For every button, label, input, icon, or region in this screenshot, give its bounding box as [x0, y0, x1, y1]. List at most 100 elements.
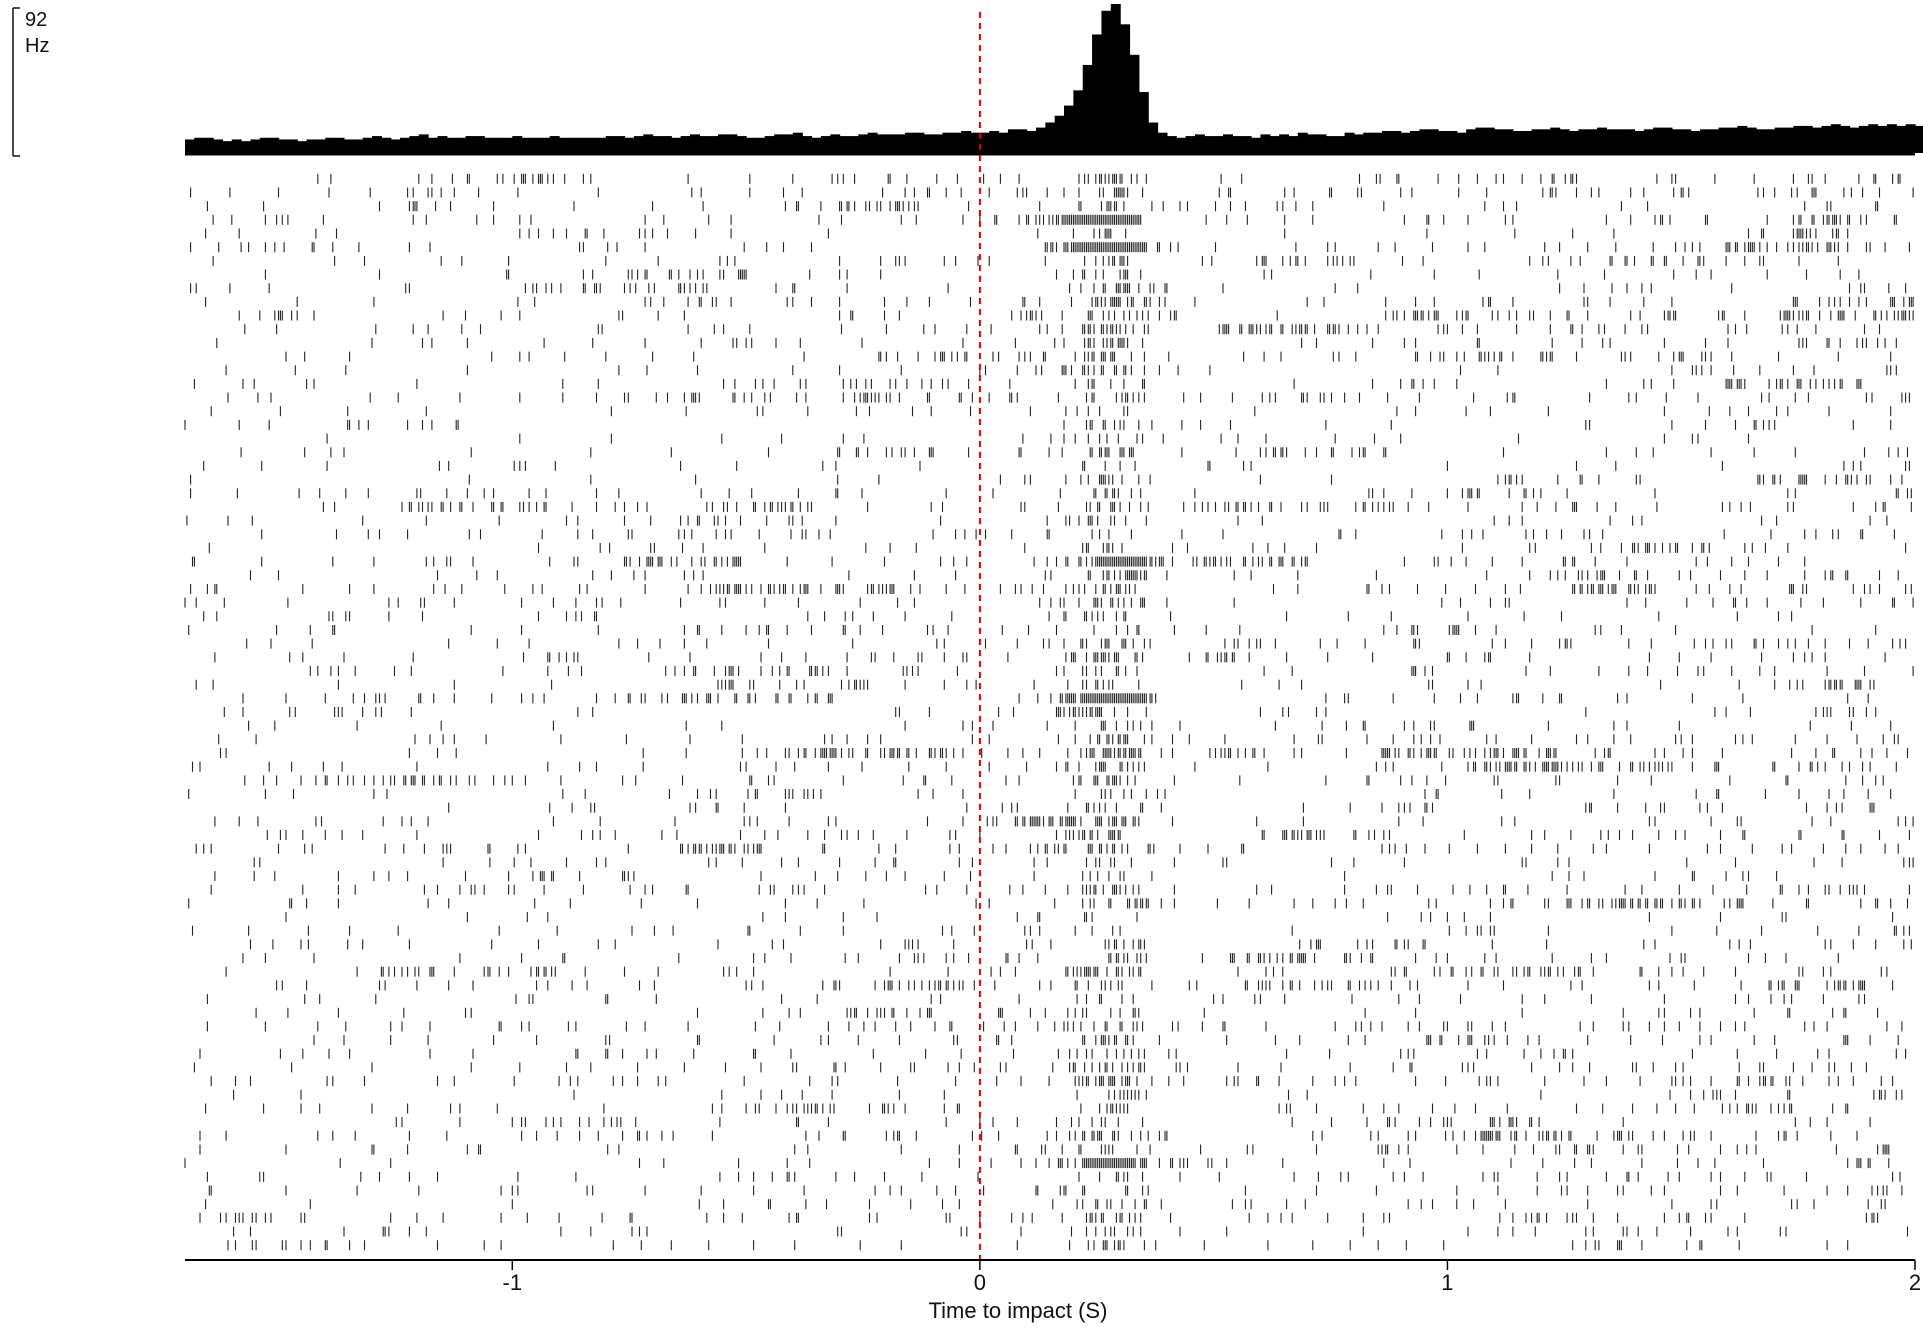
psth-bar [1232, 136, 1243, 153]
raster-trial [326, 433, 1750, 444]
psth-bar [409, 136, 420, 153]
psth-bar [343, 139, 354, 153]
psth-bar [1737, 125, 1748, 153]
psth-bar [278, 139, 289, 153]
spike-raster [184, 173, 1914, 1251]
psth-bar [1709, 129, 1720, 153]
psth-bar [914, 132, 925, 153]
raster-trial [190, 474, 1903, 485]
psth-bar [633, 136, 644, 153]
raster-trial [191, 556, 1806, 567]
psth-bar [1157, 132, 1168, 153]
psth-bar [1353, 134, 1364, 154]
raster-trial [190, 584, 1912, 594]
raster-trial [212, 255, 1839, 266]
psth-bar [746, 137, 757, 153]
psth-bar [1007, 129, 1018, 153]
psth-bar [1821, 125, 1832, 153]
raster-trial [253, 857, 1914, 868]
psth-bar [1092, 34, 1103, 154]
psth-bar [1213, 136, 1224, 153]
psth-bar [708, 136, 719, 153]
psth-bar [521, 137, 532, 153]
psth-bar [568, 137, 579, 153]
raster-trial [191, 925, 1910, 936]
raster-trial [255, 1007, 1879, 1018]
psth-bar [213, 139, 223, 153]
psth-bar [1840, 125, 1851, 153]
psth-bar [1531, 129, 1542, 153]
psth-bar [643, 134, 654, 154]
psth-bar [531, 137, 541, 153]
raster-trial [212, 214, 1897, 225]
psth-bar [1101, 10, 1112, 153]
psth-bar [699, 136, 710, 153]
raster-trial [240, 447, 1909, 458]
raster-trial [184, 597, 1914, 608]
psth-bar [1045, 122, 1056, 153]
psth-bar [577, 137, 588, 153]
raster-trial [206, 201, 1879, 212]
psth-bar [1185, 136, 1196, 153]
psth-bar [400, 137, 411, 153]
psth-bar [474, 136, 485, 153]
psth-bar [185, 139, 195, 153]
psth-bar [1466, 129, 1477, 153]
psth-bar [297, 141, 308, 153]
psth-bar [502, 137, 513, 153]
raster-trial [190, 242, 1910, 253]
psth-bar [259, 137, 270, 153]
psth-bar [1756, 129, 1766, 153]
psth-bar [1615, 129, 1626, 153]
psth-bar [315, 139, 326, 153]
psth-bar [353, 139, 364, 153]
raster-trial [285, 912, 1894, 923]
raster-trial [216, 337, 1897, 348]
psth-bar [1765, 129, 1776, 153]
psth-bar [624, 137, 635, 153]
psth-bar [1400, 132, 1411, 153]
psth-bar [923, 134, 934, 154]
psth-bar [269, 137, 280, 153]
psth-bar [1522, 130, 1533, 153]
psth-bar [362, 137, 373, 153]
raster-trial [266, 830, 1910, 840]
psth-bar [1643, 129, 1654, 153]
psth-bar [1896, 125, 1907, 153]
raster-trial [309, 666, 1914, 676]
raster-trial [261, 529, 1895, 540]
psth-bar [1456, 132, 1467, 153]
raster-trial [218, 734, 1899, 745]
psth-bar [1148, 122, 1159, 153]
psth-bar [1138, 92, 1149, 153]
psth-bar [1540, 129, 1551, 153]
psth-bar [1578, 129, 1589, 153]
raster-trial [190, 187, 1914, 198]
raster-trial [214, 871, 1778, 882]
psth-bar [905, 132, 915, 153]
psth-bar [1484, 127, 1495, 153]
raster-trial [190, 488, 1912, 499]
raster-trial [264, 269, 1860, 280]
psth-bar [1120, 24, 1131, 153]
raster-trial [193, 1062, 1867, 1073]
psth-bar [1699, 129, 1710, 153]
psth-bar [867, 132, 878, 153]
raster-trial [246, 638, 1907, 649]
raster-trial [249, 570, 1899, 581]
psth-bar [605, 136, 616, 153]
raster-trial [195, 843, 1899, 854]
raster-trial [203, 460, 1910, 471]
raster-trial [186, 515, 1888, 526]
psth-bar [989, 130, 1000, 153]
psth-bar [764, 136, 775, 153]
psth-bar [1915, 125, 1923, 153]
psth-bar [1447, 130, 1458, 153]
psth-bar [222, 141, 233, 153]
psth-bar [1559, 129, 1570, 153]
psth-bar [1307, 134, 1318, 154]
raster-trial [276, 980, 1894, 991]
psth-bar [802, 136, 813, 153]
raster-trial [214, 816, 1914, 827]
psth-bar [970, 132, 981, 153]
